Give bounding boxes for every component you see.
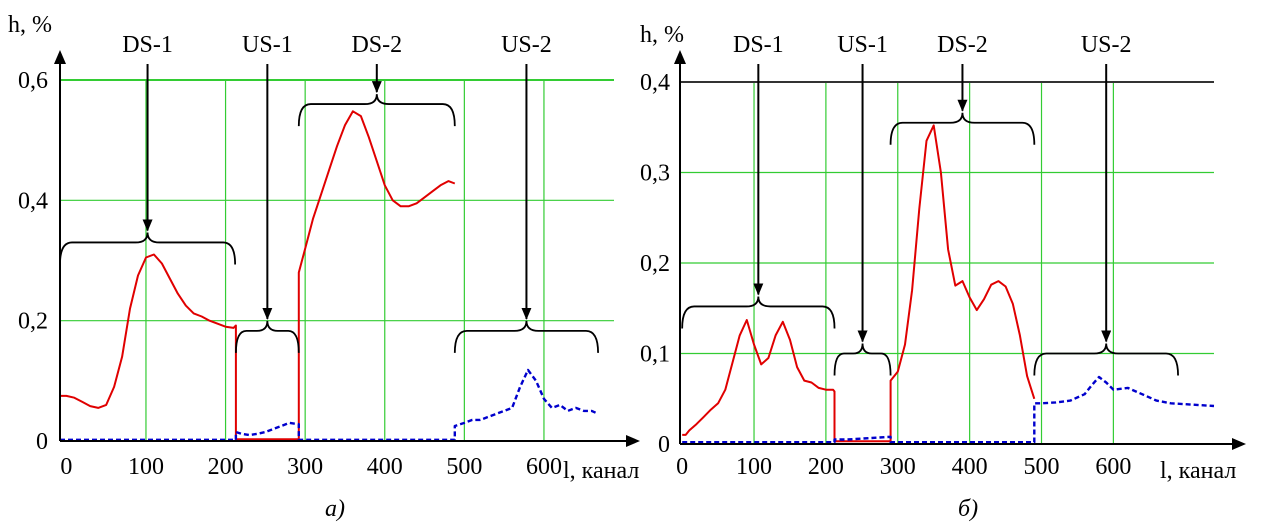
y-tick-label: 0 (658, 432, 670, 458)
x-tick-label: 300 (880, 454, 916, 480)
series-dashed-line (682, 375, 1215, 444)
x-tick-label: 400 (952, 454, 988, 480)
region-brace (235, 320, 300, 353)
y-tick-label: 0,1 (640, 342, 670, 368)
region-label: US-1 (837, 32, 888, 58)
chart-a-ylabel: h, % (8, 12, 52, 38)
y-tick-label: 0,3 (640, 161, 670, 187)
y-tick-label: 0,4 (640, 70, 670, 96)
region-label: US-2 (501, 32, 552, 58)
y-tick-label: 0,2 (18, 309, 48, 335)
series-dashed-line (60, 368, 599, 441)
x-tick-label: 100 (128, 454, 164, 480)
series-solid-line (682, 124, 1036, 443)
x-tick-label: 600 (1095, 454, 1131, 480)
x-tick-label: 100 (736, 454, 772, 480)
x-axis-arrow-icon (626, 435, 640, 447)
region-label: US-1 (242, 32, 293, 58)
x-tick-label: 200 (808, 454, 844, 480)
region-brace (453, 320, 599, 353)
region-label: DS-1 (733, 32, 784, 58)
region-label: US-2 (1081, 32, 1132, 58)
y-tick-label: 0,6 (18, 68, 48, 94)
y-tick-label: 0,2 (640, 251, 670, 277)
chart-b-caption: б) (958, 496, 978, 522)
chart-a-xlabel: l, канал (563, 458, 639, 484)
chart-b-ylabel: h, % (640, 22, 684, 48)
region-brace (889, 112, 1036, 145)
y-tick-label: 0 (36, 429, 48, 455)
x-tick-label: 0 (676, 454, 688, 480)
chart-a: h, % l, канал а) 0 0,2 0,4 0,6 0 100 200 300 400… (8, 12, 640, 522)
region-label: DS-1 (122, 32, 173, 58)
y-axis-arrow-icon (54, 50, 66, 64)
region-brace (297, 94, 456, 127)
y-axis-arrow-icon (674, 50, 686, 64)
x-tick-label: 500 (446, 454, 482, 480)
region-label: DS-2 (937, 32, 988, 58)
x-tick-label: 500 (1024, 454, 1060, 480)
region-brace (681, 296, 836, 329)
region-label: DS-2 (351, 32, 402, 58)
region-brace (59, 232, 237, 265)
series-solid-line (60, 110, 456, 441)
x-tick-label: 0 (60, 454, 72, 480)
x-tick-label: 300 (287, 454, 323, 480)
x-tick-label: 600 (526, 454, 562, 480)
chart-b: h, % l, канал б) 0 0,1 0,2 0,3 0,4 0 100 200 300… (640, 22, 1246, 522)
chart-a-caption: а) (325, 496, 345, 522)
x-axis-arrow-icon (1232, 438, 1246, 450)
region-brace (1033, 343, 1179, 376)
y-tick-label: 0,4 (18, 188, 48, 214)
x-tick-label: 200 (208, 454, 244, 480)
chart-b-xlabel: l, канал (1160, 458, 1236, 484)
x-tick-label: 400 (367, 454, 403, 480)
region-brace (833, 343, 892, 376)
